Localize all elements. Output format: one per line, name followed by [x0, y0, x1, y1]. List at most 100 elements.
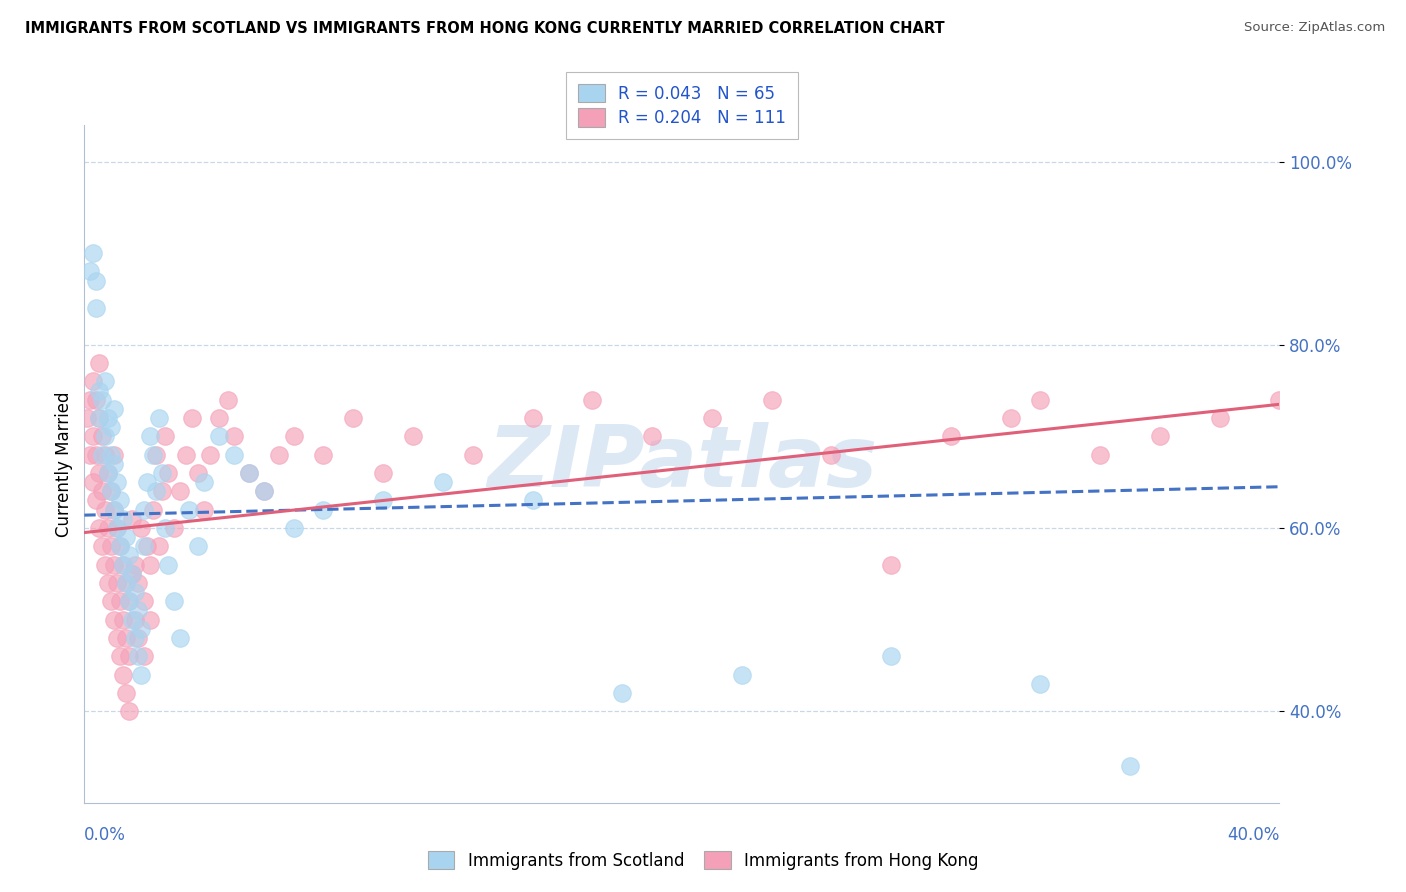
Point — [86, 392, 108, 407]
Point — [89, 384, 111, 398]
Point — [129, 667, 152, 681]
Point — [700, 411, 723, 425]
Point — [127, 576, 149, 591]
Point — [103, 613, 125, 627]
Point — [121, 566, 143, 581]
Point — [94, 375, 117, 389]
Point — [110, 493, 132, 508]
Point — [91, 484, 114, 499]
Point — [253, 484, 276, 499]
Point — [132, 594, 156, 608]
Point — [150, 484, 173, 499]
Point — [121, 512, 143, 526]
Text: 0.0%: 0.0% — [84, 826, 127, 844]
Point — [174, 448, 197, 462]
Point — [238, 466, 260, 480]
Point — [1329, 429, 1351, 443]
Point — [124, 558, 146, 572]
Point — [124, 631, 146, 645]
Point — [136, 475, 159, 490]
Point — [1000, 411, 1022, 425]
Point — [127, 631, 149, 645]
Point — [112, 613, 135, 627]
Point — [79, 392, 101, 407]
Point — [402, 429, 425, 443]
Point — [97, 576, 120, 591]
Point — [181, 411, 204, 425]
Point — [169, 484, 191, 499]
Point — [222, 448, 245, 462]
Y-axis label: Currently Married: Currently Married — [55, 391, 73, 537]
Point — [127, 649, 149, 664]
Point — [820, 448, 842, 462]
Point — [86, 448, 108, 462]
Point — [103, 558, 125, 572]
Point — [97, 521, 120, 535]
Point — [193, 475, 215, 490]
Point — [461, 448, 484, 462]
Point — [217, 392, 239, 407]
Point — [1388, 411, 1406, 425]
Point — [91, 429, 114, 443]
Point — [612, 686, 634, 700]
Point — [82, 475, 104, 490]
Point — [91, 539, 114, 553]
Point — [150, 466, 173, 480]
Point — [105, 475, 128, 490]
Point — [94, 502, 117, 516]
Point — [153, 429, 176, 443]
Point — [115, 631, 138, 645]
Point — [238, 466, 260, 480]
Point — [82, 429, 104, 443]
Point — [193, 502, 215, 516]
Point — [115, 686, 138, 700]
Point — [115, 530, 138, 544]
Point — [522, 411, 544, 425]
Point — [89, 411, 111, 425]
Point — [82, 246, 104, 260]
Point — [124, 585, 146, 599]
Point — [103, 401, 125, 416]
Point — [157, 466, 180, 480]
Point — [1090, 448, 1112, 462]
Point — [91, 448, 114, 462]
Point — [115, 576, 138, 591]
Point — [222, 429, 245, 443]
Point — [112, 558, 135, 572]
Point — [129, 622, 152, 636]
Point — [132, 539, 156, 553]
Point — [1268, 392, 1291, 407]
Point — [283, 521, 305, 535]
Point — [100, 539, 122, 553]
Point — [145, 484, 167, 499]
Point — [253, 484, 276, 499]
Point — [136, 539, 159, 553]
Point — [187, 539, 209, 553]
Point — [97, 411, 120, 425]
Point — [139, 558, 162, 572]
Point — [129, 521, 152, 535]
Point — [82, 375, 104, 389]
Point — [100, 420, 122, 434]
Point — [100, 448, 122, 462]
Point — [79, 264, 101, 278]
Legend: Immigrants from Scotland, Immigrants from Hong Kong: Immigrants from Scotland, Immigrants fro… — [420, 845, 986, 877]
Point — [110, 649, 132, 664]
Point — [112, 558, 135, 572]
Point — [177, 502, 200, 516]
Point — [169, 631, 191, 645]
Point — [118, 649, 141, 664]
Point — [1209, 411, 1232, 425]
Point — [731, 667, 754, 681]
Point — [86, 301, 108, 315]
Point — [208, 429, 231, 443]
Point — [105, 521, 128, 535]
Point — [91, 392, 114, 407]
Point — [139, 613, 162, 627]
Point — [373, 493, 395, 508]
Point — [342, 411, 364, 425]
Point — [86, 274, 108, 288]
Point — [118, 549, 141, 563]
Point — [132, 502, 156, 516]
Point — [121, 566, 143, 581]
